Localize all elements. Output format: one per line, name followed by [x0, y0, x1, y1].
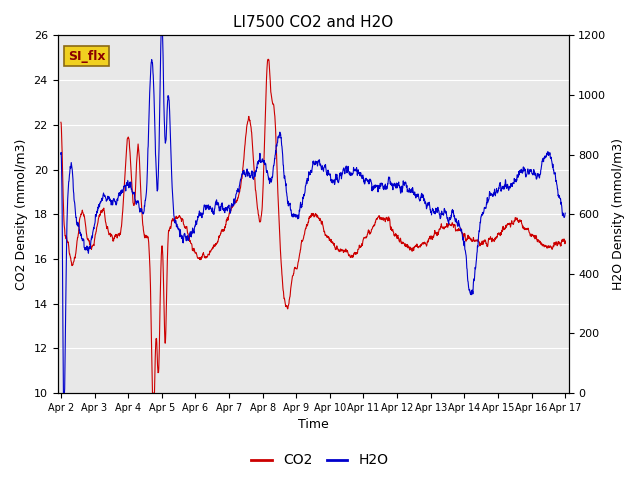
Title: LI7500 CO2 and H2O: LI7500 CO2 and H2O [233, 15, 393, 30]
Text: SI_flx: SI_flx [68, 49, 105, 63]
Y-axis label: H2O Density (mmol/m3): H2O Density (mmol/m3) [612, 138, 625, 290]
X-axis label: Time: Time [298, 419, 328, 432]
Y-axis label: CO2 Density (mmol/m3): CO2 Density (mmol/m3) [15, 139, 28, 290]
Legend: CO2, H2O: CO2, H2O [246, 448, 394, 473]
